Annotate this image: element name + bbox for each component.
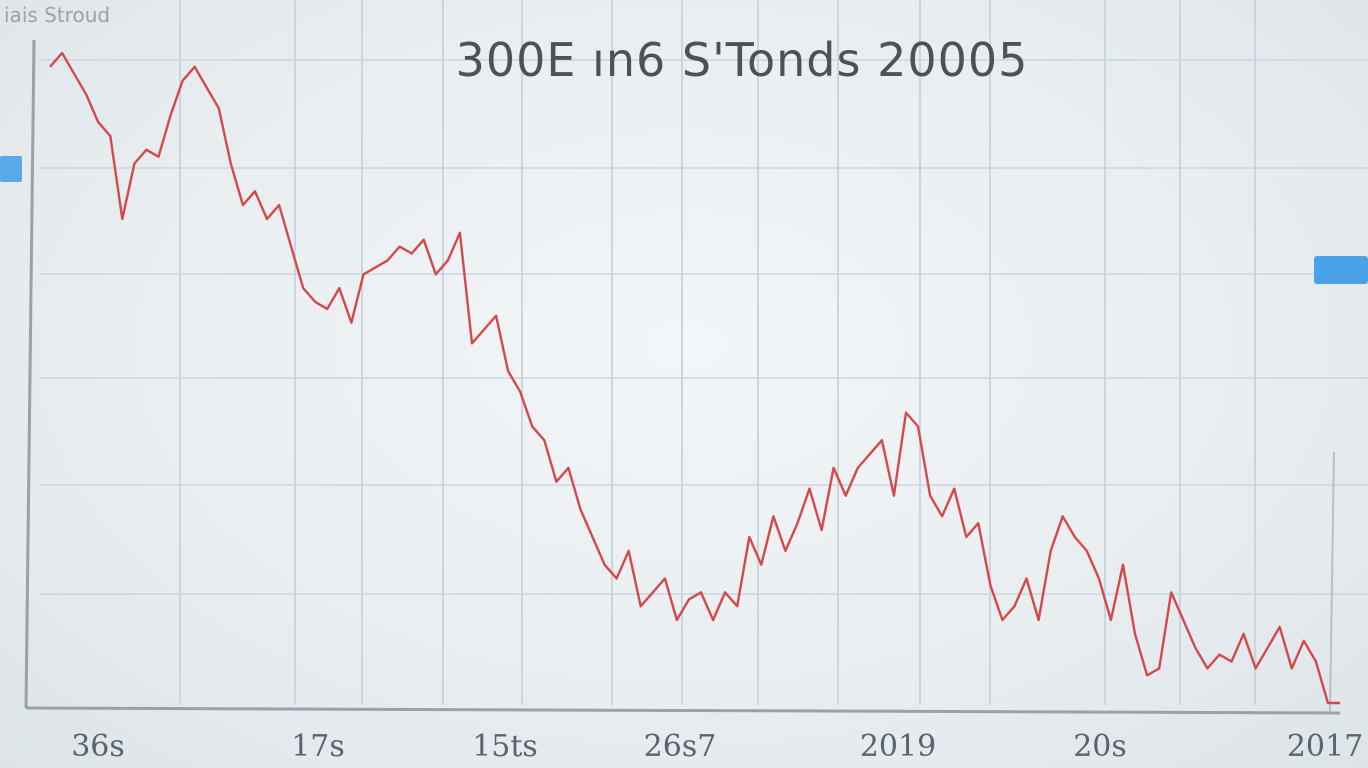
grid-lines	[40, 0, 1368, 705]
chart-title: 300E ın6 S'Tonds 20005	[456, 33, 1029, 87]
x-tick-label: 26s7	[644, 729, 717, 764]
x-tick-label: 20s	[1073, 729, 1127, 764]
x-axis	[25, 706, 1341, 715]
left-axis-marker	[0, 156, 22, 182]
x-tick-label: 2017	[1287, 729, 1363, 764]
right-axis	[1329, 451, 1335, 713]
x-tick-label: 2019	[860, 729, 936, 764]
corner-label: iais Stroud	[4, 3, 110, 27]
x-tick-labels: 36s 17s 15ts 26s7 2019 20s 2017	[71, 729, 1363, 764]
x-tick-label: 17s	[291, 729, 345, 764]
right-axis-marker	[1314, 256, 1368, 284]
x-tick-label: 15ts	[472, 729, 538, 764]
y-axis	[24, 39, 36, 709]
series-group	[49, 51, 1340, 705]
series-line	[49, 51, 1340, 705]
x-tick-label: 36s	[71, 729, 125, 764]
